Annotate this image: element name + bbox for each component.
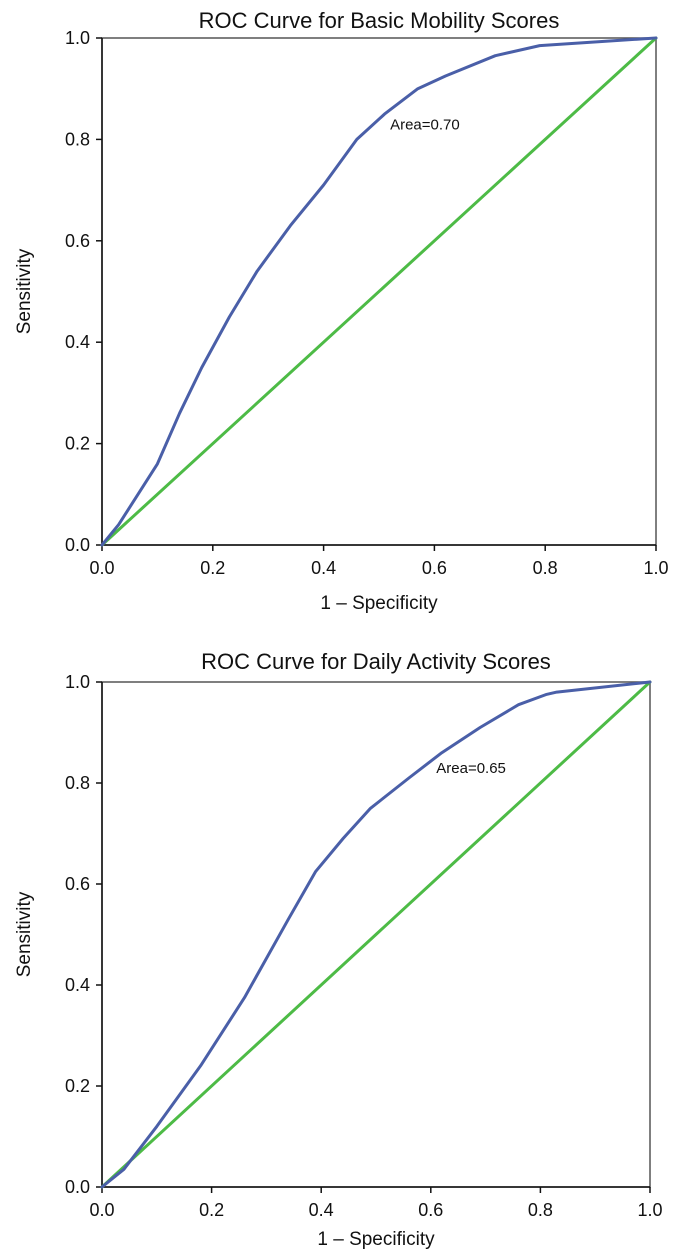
- y-tick-label: 0.2: [65, 434, 90, 454]
- reference-diagonal-line: [100, 36, 658, 547]
- roc-chart-1: ROC Curve for Basic Mobility Scores 0.0 0.…: [14, 8, 669, 614]
- x-tick-label: 0.8: [533, 558, 558, 578]
- x-tick-label: 1.0: [643, 558, 668, 578]
- area-annotation: Area=0.65: [436, 760, 506, 777]
- x-tick-label: 0.8: [528, 1200, 553, 1220]
- x-tick-label: 0.0: [89, 1200, 114, 1220]
- x-tick-label: 0.6: [418, 1200, 443, 1220]
- y-tick-label: 0.4: [65, 975, 90, 995]
- x-tick-label: 1.0: [637, 1200, 662, 1220]
- x-tick-label: 0.2: [199, 1200, 224, 1220]
- roc-curve-line: [100, 36, 658, 547]
- chart-title: ROC Curve for Basic Mobility Scores: [199, 8, 560, 33]
- chart-title: ROC Curve for Daily Activity Scores: [201, 649, 551, 674]
- x-tick-label: 0.4: [309, 1200, 334, 1220]
- roc-curve-line: [100, 680, 652, 1189]
- y-tick-label: 0.8: [65, 129, 90, 149]
- x-tick-label: 0.4: [311, 558, 336, 578]
- roc-chart-2: ROC Curve for Daily Activity Scores 0.0 0.…: [14, 649, 663, 1250]
- x-tick-label: 0.2: [200, 558, 225, 578]
- area-annotation: Area=0.70: [390, 116, 460, 133]
- y-tick-label: 0.4: [65, 332, 90, 352]
- x-tick-label: 0.6: [422, 558, 447, 578]
- x-axis-label: 1 – Specificity: [317, 1229, 435, 1250]
- y-axis-label: Sensitivity: [14, 891, 35, 977]
- y-tick-label: 1.0: [65, 28, 90, 48]
- y-tick-label: 1.0: [65, 672, 90, 692]
- reference-diagonal-line: [100, 680, 652, 1189]
- y-tick-label: 0.6: [65, 874, 90, 894]
- y-tick-label: 0.0: [65, 1177, 90, 1197]
- y-tick-label: 0.2: [65, 1076, 90, 1096]
- x-axis-label: 1 – Specificity: [320, 593, 438, 614]
- y-tick-label: 0.6: [65, 231, 90, 251]
- y-tick-label: 0.0: [65, 535, 90, 555]
- y-tick-label: 0.8: [65, 773, 90, 793]
- y-axis-label: Sensitivity: [14, 248, 35, 334]
- x-tick-label: 0.0: [89, 558, 114, 578]
